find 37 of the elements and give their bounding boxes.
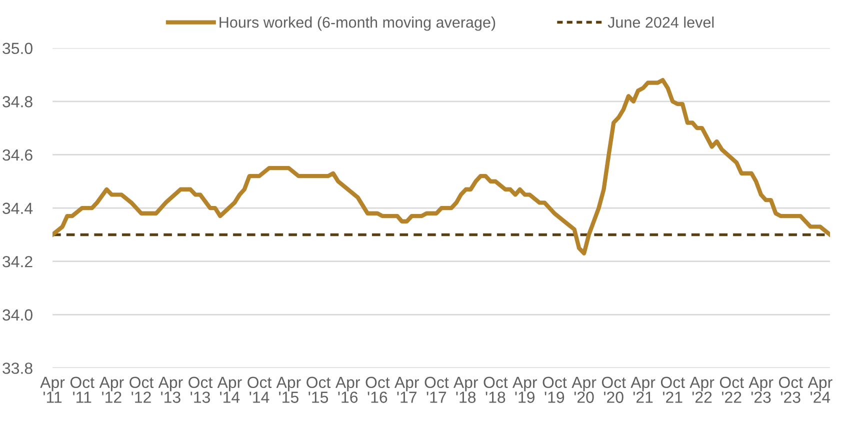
x-tick-label: Apr '16 xyxy=(335,376,360,403)
x-tick-label: Apr '11 xyxy=(40,376,65,403)
y-tick-label: 34.0 xyxy=(2,309,32,321)
x-tick-label: Oct '20 xyxy=(602,376,626,403)
legend-label: Hours worked (6-month moving average) xyxy=(220,16,496,31)
x-tick-label: Oct '17 xyxy=(424,376,449,403)
y-tick-label: 33.8 xyxy=(2,362,32,374)
x-tick-label: Oct '18 xyxy=(484,376,508,403)
x-tick-label: Apr '15 xyxy=(276,376,301,403)
x-tick-label: Apr '13 xyxy=(158,376,183,403)
line-series xyxy=(52,78,830,256)
x-tick-label: Oct '11 xyxy=(70,376,94,403)
x-tick-label: Apr '23 xyxy=(748,376,774,403)
x-tick-label: Apr '18 xyxy=(453,376,478,403)
y-tick-label: 34.6 xyxy=(2,149,32,161)
legend-label: June 2024 level xyxy=(608,16,714,28)
x-tick-label: Oct '22 xyxy=(720,376,744,403)
x-tick-label: Apr '22 xyxy=(690,376,714,403)
y-tick-label: 35.0 xyxy=(2,42,32,54)
y-tick-label: 34.2 xyxy=(2,256,32,268)
x-tick-label: Apr '24 xyxy=(808,376,832,403)
x-tick-label: Oct '15 xyxy=(306,376,331,403)
x-tick-label: Oct '14 xyxy=(248,376,272,403)
x-tick-label: Apr '14 xyxy=(217,376,242,403)
x-tick-label: Oct '16 xyxy=(366,376,390,403)
x-tick-label: Apr '17 xyxy=(394,376,420,403)
x-tick-label: Apr '19 xyxy=(512,376,538,403)
x-tick-label: Apr '21 xyxy=(630,376,656,403)
x-tick-label: Oct '21 xyxy=(660,376,685,403)
x-tick-label: Oct '13 xyxy=(188,376,213,403)
x-tick-label: Apr '20 xyxy=(572,376,596,403)
x-tick-label: Oct '12 xyxy=(130,376,154,403)
y-tick-label: 34.4 xyxy=(2,202,33,214)
y-tick-label: 34.8 xyxy=(2,96,32,108)
x-tick-label: Apr '12 xyxy=(99,376,124,403)
x-tick-label: Oct '19 xyxy=(542,376,567,403)
x-tick-label: Oct '23 xyxy=(778,376,803,403)
